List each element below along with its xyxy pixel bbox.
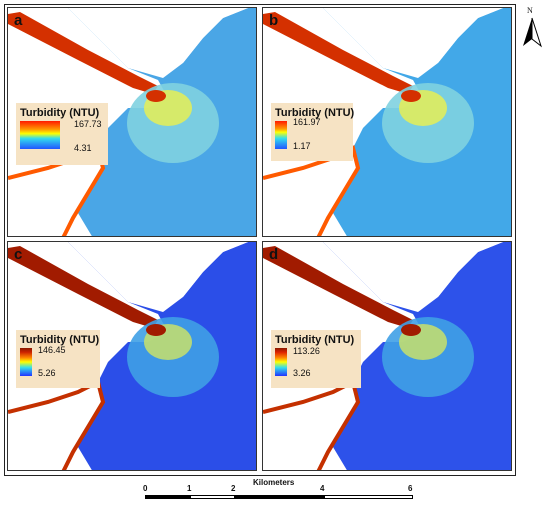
legend-max-value: 113.26 (293, 346, 320, 356)
land-area (183, 8, 256, 63)
land-area (8, 382, 103, 470)
river-mouth (146, 90, 166, 102)
scale-segment (190, 495, 235, 499)
map-panel-d: d Turbidity (NTU) 113.26 3.26 (262, 241, 512, 471)
legend-color-ramp (275, 348, 287, 376)
scale-bar: Kilometers 0 1 2 4 6 (143, 478, 415, 506)
scale-tick-2: 2 (231, 484, 236, 493)
river-mouth (146, 324, 166, 336)
scale-tick-0: 0 (143, 484, 148, 493)
river-channel (263, 12, 413, 94)
legend-max-value: 146.45 (38, 345, 66, 355)
legend-title: Turbidity (NTU) (275, 334, 355, 346)
legend-color-ramp (20, 348, 32, 376)
coastal-turbid-strip (263, 379, 361, 470)
legend-min-value: 5.26 (38, 368, 56, 378)
north-arrow-icon (523, 17, 542, 48)
turbidity-map-b (263, 8, 511, 236)
legend-title: Turbidity (NTU) (20, 334, 100, 346)
north-arrow: N (519, 6, 545, 50)
turbidity-legend: Turbidity (NTU) 161.97 1.17 (271, 103, 355, 161)
scale-tick-4: 4 (320, 484, 325, 493)
land-area (438, 242, 511, 297)
coastal-turbid-strip (263, 145, 361, 236)
map-panel-a: a Turbidity (NTU) 167.73 4.31 (7, 7, 257, 237)
panel-label: c (14, 246, 23, 263)
map-panel-c: c Turbidity (NTU) 146.45 5.26 (7, 241, 257, 471)
scale-segment (145, 495, 190, 499)
land-area (263, 382, 358, 470)
legend-min-value: 4.31 (74, 143, 92, 153)
legend-color-ramp (20, 121, 60, 149)
map-panel-b: b Turbidity (NTU) 161.97 1.17 (262, 7, 512, 237)
legend-color-ramp (275, 121, 287, 149)
coastal-turbid-strip (8, 379, 106, 470)
river-channel (8, 12, 158, 94)
legend-max-value: 167.73 (74, 119, 102, 129)
river-channel (8, 246, 158, 328)
panel-label: d (269, 246, 279, 263)
land-area (183, 242, 256, 297)
legend-min-value: 3.26 (293, 368, 311, 378)
scale-tick-1: 1 (187, 484, 192, 493)
legend-title: Turbidity (NTU) (20, 107, 100, 119)
scale-tick-6: 6 (408, 484, 413, 493)
legend-title: Turbidity (NTU) (275, 107, 355, 119)
scale-segment (235, 495, 324, 499)
panel-label: a (14, 12, 23, 29)
north-label: N (527, 6, 533, 15)
scale-title: Kilometers (253, 478, 295, 487)
panel-label: b (269, 12, 279, 29)
land-area (263, 148, 358, 236)
turbidity-legend: Turbidity (NTU) 146.45 5.26 (16, 330, 100, 388)
scale-segment (324, 495, 413, 499)
turbidity-legend: Turbidity (NTU) 113.26 3.26 (271, 330, 361, 388)
legend-max-value: 161.97 (293, 117, 321, 127)
legend-min-value: 1.17 (293, 141, 311, 151)
turbidity-legend: Turbidity (NTU) 167.73 4.31 (16, 103, 108, 165)
river-channel (263, 246, 413, 328)
river-mouth (401, 324, 421, 336)
turbidity-map-a (8, 8, 256, 236)
land-area (8, 148, 103, 236)
river-mouth (401, 90, 421, 102)
land-area (438, 8, 511, 63)
